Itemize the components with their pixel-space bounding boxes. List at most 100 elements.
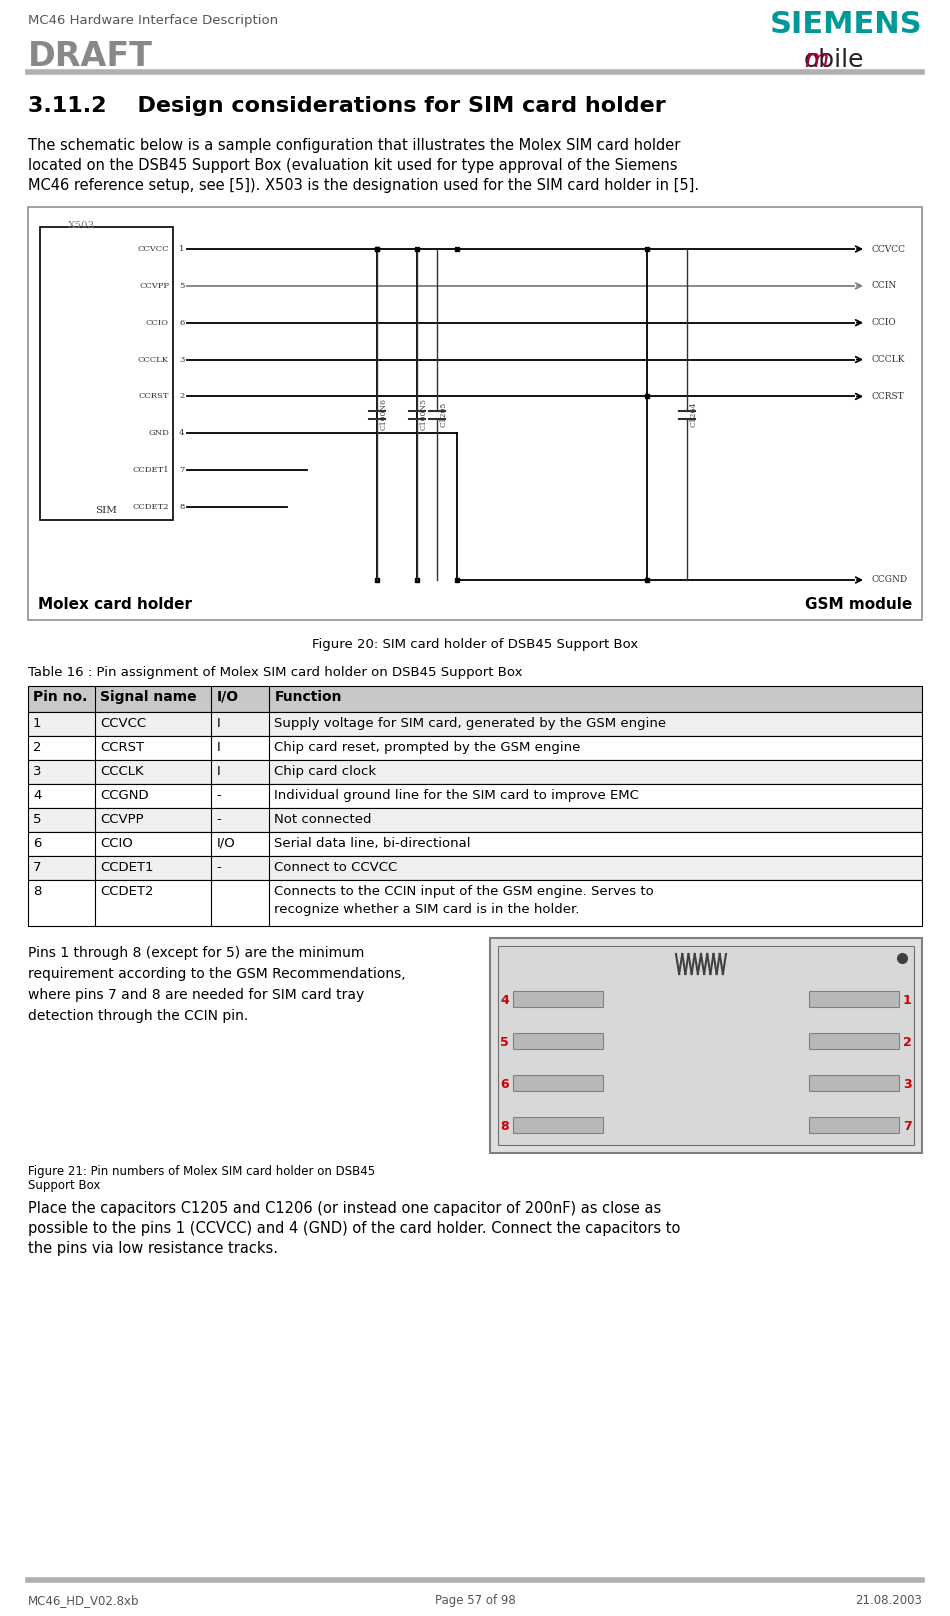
Text: 5: 5 [33, 813, 42, 826]
Text: C1264: C1264 [690, 402, 698, 427]
Text: CCRST: CCRST [871, 393, 903, 401]
Text: 3: 3 [179, 356, 184, 364]
Text: requirement according to the GSM Recommendations,: requirement according to the GSM Recomme… [28, 966, 406, 981]
Text: GSM module: GSM module [805, 596, 912, 612]
Text: 3.11.2    Design considerations for SIM card holder: 3.11.2 Design considerations for SIM car… [28, 95, 666, 116]
Text: MC46 Hardware Interface Description: MC46 Hardware Interface Description [28, 15, 278, 27]
Bar [28, 760, 922, 784]
Text: CCDET1: CCDET1 [100, 861, 154, 874]
Text: -: - [217, 789, 221, 802]
Bar [513, 991, 603, 1007]
Text: CCVCC: CCVCC [138, 246, 169, 254]
Text: MC46 reference setup, see [5]). X503 is the designation used for the SIM card ho: MC46 reference setup, see [5]). X503 is … [28, 178, 699, 192]
Text: CCCLK: CCCLK [138, 356, 169, 364]
Text: Chip card clock: Chip card clock [275, 764, 376, 777]
Text: CCRST: CCRST [139, 393, 169, 401]
Text: where pins 7 and 8 are needed for SIM card tray: where pins 7 and 8 are needed for SIM ca… [28, 987, 364, 1002]
Text: Not connected: Not connected [275, 813, 371, 826]
Text: CCDET2: CCDET2 [100, 886, 154, 898]
Text: CCIO: CCIO [100, 837, 133, 850]
Text: I/O: I/O [217, 837, 235, 850]
Text: Table 16 : Pin assignment of Molex SIM card holder on DSB45 Support Box: Table 16 : Pin assignment of Molex SIM c… [28, 666, 522, 679]
Text: X503: X503 [68, 221, 95, 229]
Text: SIEMENS: SIEMENS [770, 10, 922, 39]
Bar [809, 1033, 899, 1049]
Bar [490, 937, 922, 1152]
Bar [809, 1075, 899, 1091]
Text: Serial data line, bi-directional: Serial data line, bi-directional [275, 837, 471, 850]
Text: Figure 20: SIM card holder of DSB45 Support Box: Figure 20: SIM card holder of DSB45 Supp… [312, 638, 638, 651]
Text: Supply voltage for SIM card, generated by the GSM engine: Supply voltage for SIM card, generated b… [275, 718, 667, 730]
Bar [28, 687, 922, 713]
Text: CCCLK: CCCLK [871, 356, 904, 364]
Text: CCVCC: CCVCC [871, 244, 905, 254]
Text: CCVPP: CCVPP [100, 813, 143, 826]
Text: 6: 6 [179, 318, 184, 326]
Text: C1205: C1205 [440, 402, 448, 427]
Text: GND: GND [148, 430, 169, 438]
Text: Connects to the CCIN input of the GSM engine. Serves to: Connects to the CCIN input of the GSM en… [275, 886, 655, 898]
Text: Place the capacitors C1205 and C1206 (or instead one capacitor of 200nF) as clos: Place the capacitors C1205 and C1206 (or… [28, 1201, 661, 1215]
Text: 21.08.2003: 21.08.2003 [855, 1593, 922, 1606]
Text: CCDET1: CCDET1 [132, 465, 169, 473]
Text: 1: 1 [33, 718, 42, 730]
Text: MC46_HD_V02.8xb: MC46_HD_V02.8xb [28, 1593, 140, 1606]
Text: CCGND: CCGND [871, 575, 907, 585]
Text: 8: 8 [179, 503, 184, 511]
Text: 2: 2 [33, 742, 42, 755]
Bar [513, 1075, 603, 1091]
Text: recognize whether a SIM card is in the holder.: recognize whether a SIM card is in the h… [275, 903, 580, 916]
Text: Page 57 of 98: Page 57 of 98 [434, 1593, 515, 1606]
Text: CCIO: CCIO [146, 318, 169, 326]
Bar [28, 735, 922, 760]
Text: 7: 7 [179, 465, 184, 473]
Text: 4: 4 [501, 994, 509, 1007]
Text: 2: 2 [179, 393, 184, 401]
Text: 6: 6 [501, 1078, 509, 1091]
Text: CCVPP: CCVPP [139, 281, 169, 289]
Bar [28, 713, 922, 735]
Text: SIM: SIM [96, 506, 118, 516]
Text: 2: 2 [903, 1036, 912, 1049]
Text: CCVCC: CCVCC [100, 718, 146, 730]
Text: DRAFT: DRAFT [28, 40, 153, 73]
Text: Chip card reset, prompted by the GSM engine: Chip card reset, prompted by the GSM eng… [275, 742, 580, 755]
Text: -: - [217, 813, 221, 826]
Text: m: m [804, 48, 828, 73]
Text: Pins 1 through 8 (except for 5) are the minimum: Pins 1 through 8 (except for 5) are the … [28, 945, 365, 960]
Text: the pins via low resistance tracks.: the pins via low resistance tracks. [28, 1241, 278, 1256]
Text: Individual ground line for the SIM card to improve EMC: Individual ground line for the SIM card … [275, 789, 639, 802]
Text: CCDET2: CCDET2 [132, 503, 169, 511]
Text: possible to the pins 1 (CCVCC) and 4 (GND) of the card holder. Connect the capac: possible to the pins 1 (CCVCC) and 4 (GN… [28, 1222, 680, 1236]
Text: CCGND: CCGND [100, 789, 148, 802]
Text: 4: 4 [33, 789, 42, 802]
Text: Function: Function [275, 690, 342, 705]
Text: 3: 3 [33, 764, 42, 777]
Text: Molex card holder: Molex card holder [38, 596, 192, 612]
Text: The schematic below is a sample configuration that illustrates the Molex SIM car: The schematic below is a sample configur… [28, 137, 680, 154]
Text: CCIN: CCIN [871, 281, 896, 291]
Text: 1: 1 [179, 246, 184, 254]
Bar [28, 207, 922, 621]
Text: Figure 21: Pin numbers of Molex SIM card holder on DSB45: Figure 21: Pin numbers of Molex SIM card… [28, 1165, 375, 1178]
Text: -: - [217, 861, 221, 874]
Text: 6: 6 [33, 837, 42, 850]
Text: CCRST: CCRST [100, 742, 144, 755]
Bar [513, 1033, 603, 1049]
Text: detection through the CCIN pin.: detection through the CCIN pin. [28, 1008, 248, 1023]
Text: 5: 5 [501, 1036, 509, 1049]
Text: C100N6: C100N6 [380, 399, 388, 430]
Text: Connect to CCVCC: Connect to CCVCC [275, 861, 398, 874]
Text: 8: 8 [33, 886, 42, 898]
Text: I: I [217, 718, 220, 730]
Bar [498, 945, 914, 1146]
Text: C100N5: C100N5 [420, 399, 428, 430]
Bar [809, 991, 899, 1007]
Bar [28, 808, 922, 832]
Bar [40, 226, 173, 520]
Text: located on the DSB45 Support Box (evaluation kit used for type approval of the S: located on the DSB45 Support Box (evalua… [28, 158, 677, 173]
Text: Support Box: Support Box [28, 1180, 101, 1193]
Bar [28, 856, 922, 881]
Text: I: I [217, 764, 220, 777]
Bar [28, 784, 922, 808]
